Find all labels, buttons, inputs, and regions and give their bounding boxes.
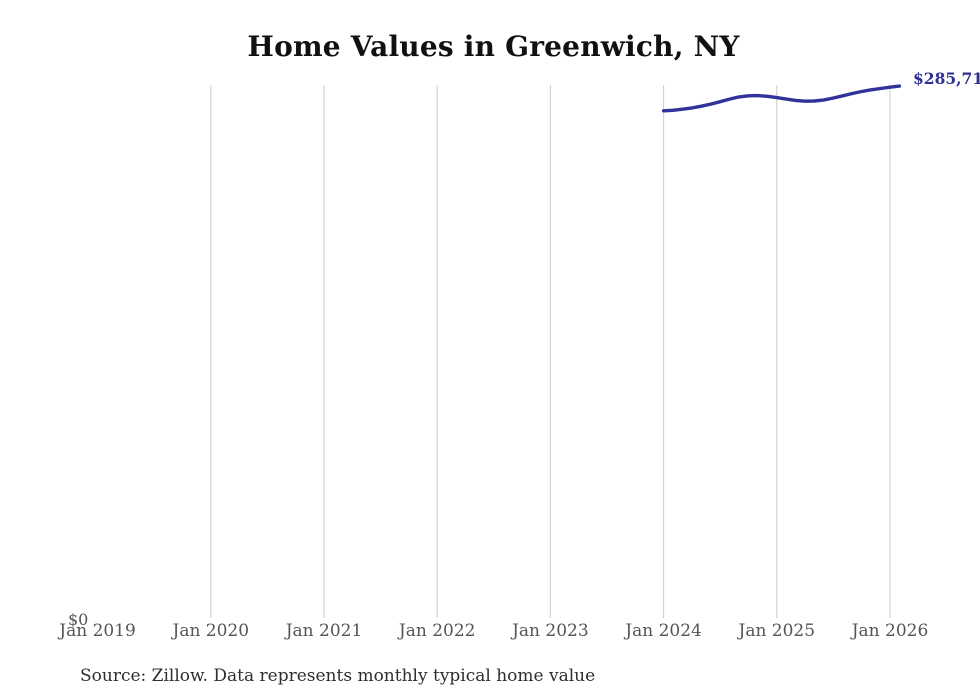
home-value-line xyxy=(661,84,902,113)
x-tick-label-jan-2023: Jan 2023 xyxy=(512,621,589,641)
source-note: Source: Zillow. Data represents monthly … xyxy=(80,666,596,686)
x-tick-label-jan-2021: Jan 2021 xyxy=(285,621,363,641)
x-tick-label-jan-2022: Jan 2022 xyxy=(398,621,476,641)
x-tick-label-jan-2025: Jan 2025 xyxy=(738,621,816,641)
x-tick-label-jan-2026: Jan 2026 xyxy=(851,621,929,641)
chart-title: Home Values in Greenwich, NY xyxy=(247,30,740,63)
x-tick-label-jan-2019: Jan 2019 xyxy=(59,621,136,641)
y-axis-zero-label: $0 xyxy=(68,610,89,629)
x-tick-label-jan-2020: Jan 2020 xyxy=(172,621,250,641)
x-tick-label-jan-2024: Jan 2024 xyxy=(625,621,702,641)
line-end-value-label: $285,71 xyxy=(913,69,980,88)
